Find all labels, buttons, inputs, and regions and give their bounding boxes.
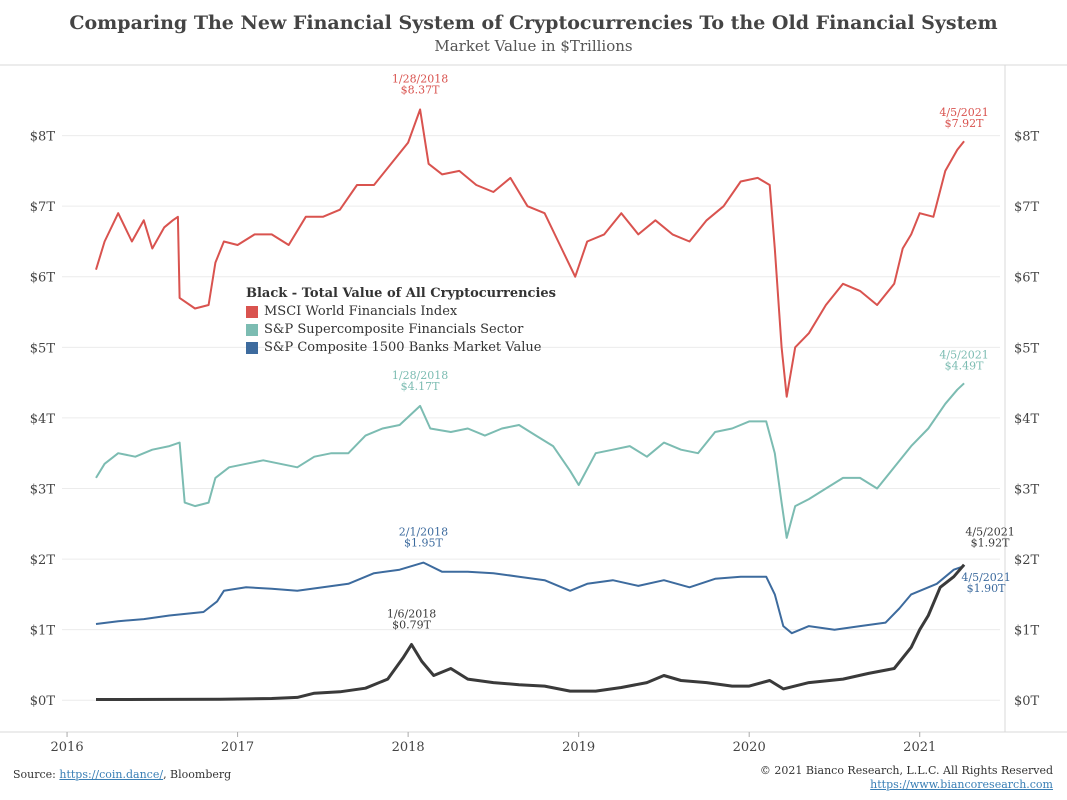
chart-subtitle: Market Value in $Trillions xyxy=(434,37,633,55)
y-tick-label-right: $5T xyxy=(1014,341,1040,356)
annotation-date: 1/6/2018 xyxy=(387,607,436,620)
annotation-value: $4.17T xyxy=(401,380,440,393)
series-line xyxy=(95,561,965,635)
y-tick-label-right: $2T xyxy=(1014,553,1040,568)
website-link[interactable]: https://www.biancoresearch.com xyxy=(870,778,1053,791)
legend-label-banks: S&P Composite 1500 Banks Market Value xyxy=(264,340,542,355)
y-tick-label-right: $1T xyxy=(1014,624,1040,639)
source-link[interactable]: https://coin.dance/ xyxy=(59,768,164,781)
source-prefix: Source: xyxy=(13,768,60,781)
legend-item: S&P Supercomposite Financials Sector xyxy=(246,321,556,339)
annotations: 1/28/2018$8.37T4/5/2021$7.92T1/28/2018$4… xyxy=(387,72,1015,631)
source-note: Source: https://coin.dance/, Bloomberg xyxy=(13,768,231,781)
y-tick-label-left: $2T xyxy=(30,553,56,568)
annotation-value: $0.79T xyxy=(392,618,431,631)
x-tick-label: 2017 xyxy=(221,740,254,755)
y-tick-label-left: $0T xyxy=(30,694,56,709)
x-tick-label: 2018 xyxy=(392,740,425,755)
series-lines xyxy=(95,108,966,701)
y-tick-label-right: $6T xyxy=(1014,271,1040,286)
y-axis-right: $0T $1T $2T $3T $4T $5T $6T $7T $8T xyxy=(1014,130,1040,710)
annotation-value: $1.95T xyxy=(404,537,443,550)
annotation-date: 4/5/2021 xyxy=(965,526,1014,539)
annotation-value: $8.37T xyxy=(401,83,440,96)
annotation-value: $1.92T xyxy=(971,537,1010,550)
grid-lines xyxy=(62,135,1000,701)
annotation-date: 4/5/2021 xyxy=(961,571,1010,584)
y-tick-label-left: $4T xyxy=(30,412,56,427)
y-tick-label-right: $4T xyxy=(1014,412,1040,427)
y-tick-label-left: $6T xyxy=(30,271,56,286)
y-tick-label-left: $3T xyxy=(30,482,56,497)
y-axis-left: $0T $1T $2T $3T $4T $5T $6T $7T $8T xyxy=(30,130,56,710)
x-tick-label: 2020 xyxy=(733,740,766,755)
legend-swatch-banks xyxy=(246,342,258,354)
legend-label-msci: MSCI World Financials Index xyxy=(264,304,458,319)
chart-title: Comparing The New Financial System of Cr… xyxy=(69,12,998,34)
annotation-date: 2/1/2018 xyxy=(399,526,448,539)
y-tick-label-right: $0T xyxy=(1014,694,1040,709)
source-suffix: , Bloomberg xyxy=(163,768,232,781)
x-axis: 2016 2017 2018 2019 2020 2021 xyxy=(51,732,936,755)
legend-title: Black - Total Value of All Cryptocurrenc… xyxy=(246,286,556,301)
x-tick-label: 2021 xyxy=(903,740,936,755)
legend-item: MSCI World Financials Index xyxy=(246,303,556,321)
annotation-date: 4/5/2021 xyxy=(939,106,988,119)
annotation-value: $1.90T xyxy=(967,582,1006,595)
y-tick-label-right: $8T xyxy=(1014,130,1040,145)
x-tick-label: 2019 xyxy=(562,740,595,755)
plot-frame xyxy=(0,64,1067,733)
legend: Black - Total Value of All Cryptocurrenc… xyxy=(246,285,556,357)
y-tick-label-left: $1T xyxy=(30,624,56,639)
y-tick-label-right: $7T xyxy=(1014,200,1040,215)
legend-label-supercomposite: S&P Supercomposite Financials Sector xyxy=(264,322,524,337)
copyright-text: © 2021 Bianco Research, L.L.C. All Right… xyxy=(759,764,1053,777)
y-tick-label-right: $3T xyxy=(1014,482,1040,497)
annotation-date: 4/5/2021 xyxy=(939,348,988,361)
series-line xyxy=(95,108,965,398)
annotation-value: $7.92T xyxy=(945,117,984,130)
series-line xyxy=(95,382,965,539)
y-tick-label-left: $5T xyxy=(30,341,56,356)
footer: © 2021 Bianco Research, L.L.C. All Right… xyxy=(760,764,1053,792)
legend-swatch-msci xyxy=(246,306,258,318)
annotation-value: $4.49T xyxy=(945,359,984,372)
y-tick-label-left: $7T xyxy=(30,200,56,215)
series-line xyxy=(95,563,966,701)
legend-item: S&P Composite 1500 Banks Market Value xyxy=(246,339,556,357)
x-tick-label: 2016 xyxy=(51,740,84,755)
y-tick-label-left: $8T xyxy=(30,130,56,145)
annotation-date: 1/28/2018 xyxy=(392,369,448,382)
legend-swatch-supercomposite xyxy=(246,324,258,336)
annotation-date: 1/28/2018 xyxy=(392,72,448,85)
